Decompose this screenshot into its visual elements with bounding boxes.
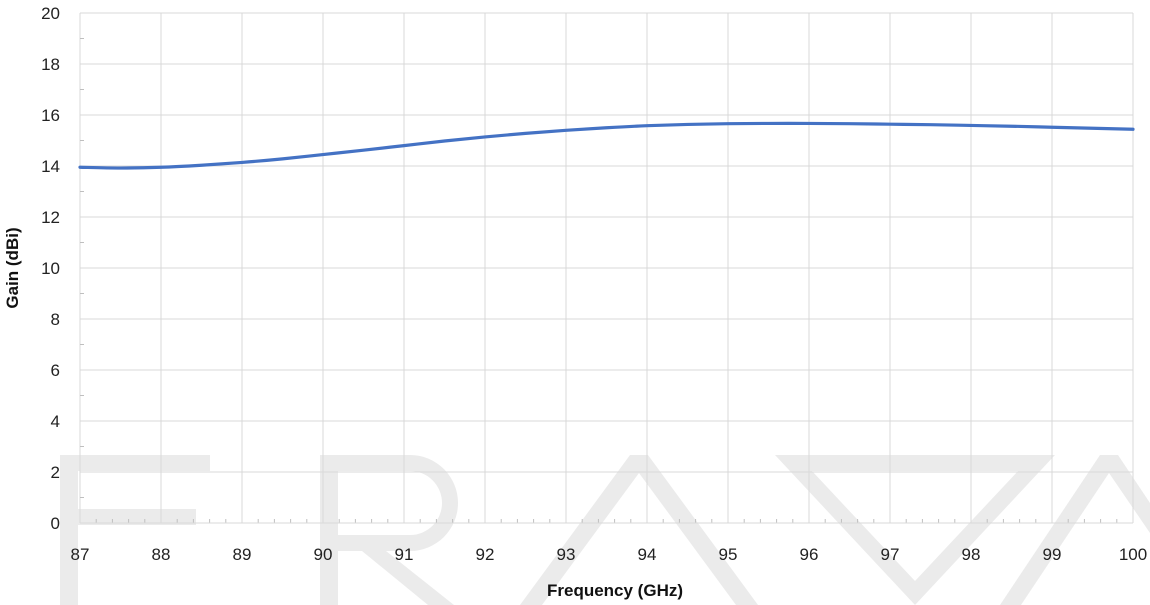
watermark-letter-a2 (775, 455, 1055, 605)
watermark-letter-f (60, 455, 210, 605)
x-tick-label-100: 100 (1119, 545, 1147, 564)
watermark-letter-a3 (1000, 455, 1150, 605)
y-tick-label-18: 18 (41, 55, 60, 74)
x-axis-title: Frequency (GHz) (547, 581, 683, 600)
y-tick-label-10: 10 (41, 259, 60, 278)
watermark (60, 455, 1150, 605)
x-tick-label-96: 96 (800, 545, 819, 564)
x-tick-label-98: 98 (962, 545, 981, 564)
y-tick-label-0: 0 (51, 514, 60, 533)
series-group (78, 121, 1135, 170)
series-line-0 (78, 121, 1135, 170)
x-tick-label-93: 93 (557, 545, 576, 564)
x-tick-label-94: 94 (638, 545, 657, 564)
y-tick-label-12: 12 (41, 208, 60, 227)
minor-ticks (80, 38, 1118, 523)
y-tick-label-20: 20 (41, 4, 60, 23)
x-tick-label-95: 95 (719, 545, 738, 564)
watermark-letter-a1 (520, 455, 758, 605)
x-tick-label-91: 91 (395, 545, 414, 564)
x-tick-label-88: 88 (152, 545, 171, 564)
y-tick-label-4: 4 (51, 412, 60, 431)
grid (79, 12, 1134, 523)
x-tick-label-87: 87 (71, 545, 90, 564)
y-tick-label-2: 2 (51, 463, 60, 482)
x-tick-label-97: 97 (881, 545, 900, 564)
y-tick-label-16: 16 (41, 106, 60, 125)
y-tick-labels: 0 2 4 6 8 10 12 14 16 18 20 (41, 4, 60, 533)
x-tick-label-89: 89 (233, 545, 252, 564)
x-tick-labels: 87 88 89 90 91 92 93 94 95 96 97 98 99 100 (71, 545, 1148, 564)
x-tick-label-92: 92 (476, 545, 495, 564)
watermark-letter-r (320, 455, 458, 605)
x-tick-label-90: 90 (314, 545, 333, 564)
x-tick-label-99: 99 (1043, 545, 1062, 564)
y-tick-label-8: 8 (51, 310, 60, 329)
y-axis-title: Gain (dBi) (3, 227, 22, 308)
y-tick-label-14: 14 (41, 157, 60, 176)
y-tick-label-6: 6 (51, 361, 60, 380)
